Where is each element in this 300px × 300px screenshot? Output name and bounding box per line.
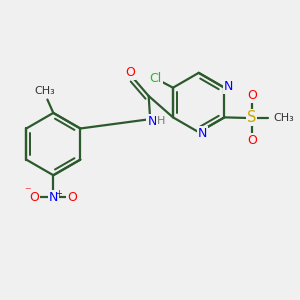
Text: S: S bbox=[247, 110, 256, 125]
Text: O: O bbox=[29, 191, 39, 204]
Text: CH₃: CH₃ bbox=[34, 86, 55, 96]
Text: N: N bbox=[198, 127, 207, 140]
Text: N: N bbox=[224, 80, 233, 93]
Text: +: + bbox=[55, 189, 62, 198]
Text: CH₃: CH₃ bbox=[273, 113, 294, 123]
Text: N: N bbox=[49, 191, 58, 204]
Text: O: O bbox=[125, 66, 135, 80]
Text: O: O bbox=[247, 89, 256, 102]
Text: H: H bbox=[157, 116, 165, 126]
Text: O: O bbox=[68, 191, 77, 204]
Text: N: N bbox=[147, 115, 157, 128]
Text: Cl: Cl bbox=[150, 72, 162, 85]
Text: ⁻: ⁻ bbox=[24, 186, 31, 199]
Text: O: O bbox=[247, 134, 256, 147]
